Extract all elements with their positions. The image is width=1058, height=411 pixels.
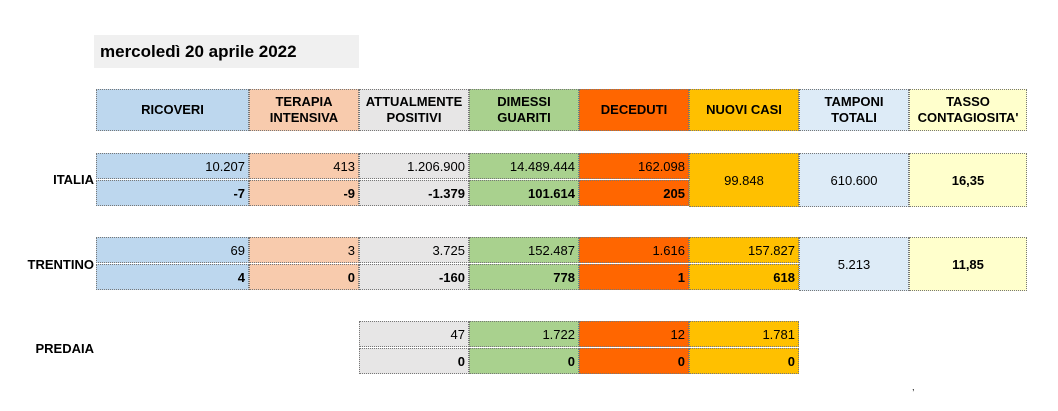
header-deceduti: DECEDUTI: [579, 89, 689, 131]
trentino-deceduti-delta: 1: [579, 264, 689, 290]
italia-dimessi-total: 14.489.444: [469, 153, 579, 179]
predaia-positivi-delta: 0: [359, 348, 469, 374]
trentino-deceduti-total: 1.616: [579, 237, 689, 263]
trentino-positivi-total: 3.725: [359, 237, 469, 263]
trentino-dimessi-total: 152.487: [469, 237, 579, 263]
trentino-tasso-contagiosita: 11,85: [909, 237, 1027, 291]
header-tasso-contagiosita: TASSO CONTAGIOSITA': [909, 89, 1027, 131]
trentino-terapia-total: 3: [249, 237, 359, 263]
predaia-deceduti-delta: 0: [579, 348, 689, 374]
predaia-deceduti-total: 12: [579, 321, 689, 347]
header-dimessi-guariti: DIMESSI GUARITI: [469, 89, 579, 131]
row-label-predaia: PREDAIA: [35, 341, 94, 356]
italia-nuovi-casi: 99.848: [689, 153, 799, 207]
header-terapia-intensiva: TERAPIA INTENSIVA: [249, 89, 359, 131]
italia-dimessi-delta: 101.614: [469, 180, 579, 206]
italia-positivi-total: 1.206.900: [359, 153, 469, 179]
trentino-terapia-delta: 0: [249, 264, 359, 290]
predaia-dimessi-total: 1.722: [469, 321, 579, 347]
trentino-dimessi-delta: 778: [469, 264, 579, 290]
header-nuovi-casi: NUOVI CASI: [689, 89, 799, 131]
italia-tamponi-totali: 610.600: [799, 153, 909, 207]
italia-positivi-delta: -1.379: [359, 180, 469, 206]
italia-deceduti-total: 162.098: [579, 153, 689, 179]
italia-ricoveri-delta: -7: [96, 180, 249, 206]
italia-terapia-delta: -9: [249, 180, 359, 206]
trentino-ricoveri-delta: 4: [96, 264, 249, 290]
predaia-nuovi-total: 1.781: [689, 321, 799, 347]
italia-tasso-contagiosita: 16,35: [909, 153, 1027, 207]
trentino-nuovi-total: 157.827: [689, 237, 799, 263]
header-attualmente-positivi: ATTUALMENTE POSITIVI: [359, 89, 469, 131]
trentino-positivi-delta: -160: [359, 264, 469, 290]
trentino-ricoveri-total: 69: [96, 237, 249, 263]
italia-deceduti-delta: 205: [579, 180, 689, 206]
predaia-positivi-total: 47: [359, 321, 469, 347]
report-date: mercoledì 20 aprile 2022: [94, 35, 359, 68]
trentino-nuovi-delta: 618: [689, 264, 799, 290]
italia-ricoveri-total: 10.207: [96, 153, 249, 179]
row-label-italia: ITALIA: [53, 172, 94, 187]
header-tamponi-totali: TAMPONI TOTALI: [799, 89, 909, 131]
trentino-tamponi-totali: 5.213: [799, 237, 909, 291]
header-ricoveri: RICOVERI: [96, 89, 249, 131]
predaia-nuovi-delta: 0: [689, 348, 799, 374]
italia-terapia-total: 413: [249, 153, 359, 179]
predaia-dimessi-delta: 0: [469, 348, 579, 374]
row-label-trentino: TRENTINO: [27, 257, 94, 272]
footnote-mark: ,: [912, 382, 915, 392]
